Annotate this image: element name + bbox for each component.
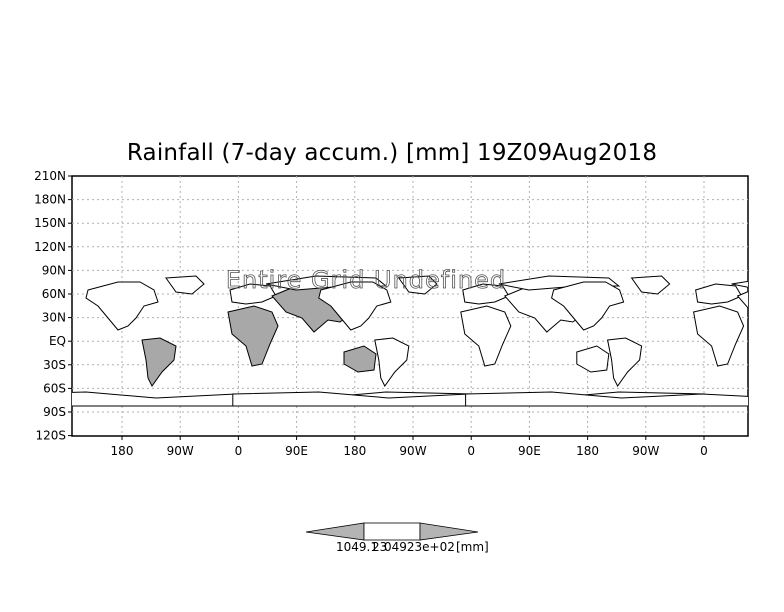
continent-europe <box>229 283 277 305</box>
y-tick-label: 120S <box>35 429 66 443</box>
y-tick-label: 60N <box>42 287 66 301</box>
continent-australia <box>576 345 610 373</box>
continent-africa <box>693 305 745 367</box>
x-tick-label: 0 <box>235 444 243 458</box>
y-tick-label: 90S <box>43 405 66 419</box>
continent-antarctica <box>465 391 748 407</box>
x-tick-label: 90E <box>285 444 308 458</box>
continent-africa <box>460 305 512 367</box>
continent-south-america <box>141 337 177 387</box>
continent-north-america <box>318 281 392 331</box>
continent-siberia <box>731 280 748 288</box>
colorbar-right-triangle <box>419 522 479 541</box>
y-tick-label: 210N <box>34 169 66 183</box>
y-tick-label: 30N <box>42 311 66 325</box>
x-tick-label: 0 <box>700 444 708 458</box>
x-tick-label: 180 <box>343 444 366 458</box>
x-tick-label: 0 <box>467 444 475 458</box>
map-title: Rainfall (7-day accum.) [mm] 19Z09Aug201… <box>126 140 658 166</box>
continent-europe <box>695 283 743 305</box>
y-tick-label: 60S <box>43 381 66 395</box>
y-tick-label: 150N <box>34 216 66 230</box>
continent-europe <box>462 283 510 305</box>
y-tick-label: 180N <box>34 193 66 207</box>
x-tick-label: 180 <box>576 444 599 458</box>
colorbar-label-c: 04923e+02 <box>384 540 455 554</box>
continent-greenland <box>630 275 671 295</box>
continent-greenland <box>165 275 205 295</box>
continent-asia <box>736 291 748 309</box>
y-tick-label: 90N <box>42 263 66 277</box>
undefined-grid-message: Entire Grid Undefined <box>226 266 506 294</box>
y-tick-label: EQ <box>49 334 66 348</box>
continent-north-america <box>85 281 159 331</box>
colorbar-unit: [mm] <box>456 540 489 554</box>
x-tick-label: 90W <box>632 444 659 458</box>
x-tick-label: 90W <box>167 444 194 458</box>
continents-layer <box>72 275 748 407</box>
continent-greenland <box>397 275 438 295</box>
continent-africa <box>227 305 279 367</box>
colorbar-label-a: 1049.1 <box>336 540 378 554</box>
x-tick-label: 180 <box>111 444 134 458</box>
continent-south-america <box>374 337 410 387</box>
x-tick-label: 90W <box>399 444 426 458</box>
colorbar <box>305 522 479 541</box>
y-tick-label: 120N <box>34 240 66 254</box>
continent-south-america <box>607 337 643 387</box>
continent-north-america <box>551 281 625 331</box>
continent-australia <box>343 345 377 373</box>
colorbar-label-b: 23 <box>372 540 388 554</box>
x-tick-label: 90E <box>518 444 541 458</box>
continent-siberia <box>498 275 621 291</box>
colorbar-left-triangle <box>305 522 365 541</box>
y-tick-label: 30S <box>43 358 66 372</box>
x-axis-ticks: 180 90W 0 90E 180 90W 0 90E 180 90W 0 <box>111 436 708 458</box>
continent-siberia <box>265 275 388 291</box>
y-axis-ticks: 210N 180N 150N 120N 90N 60N 30N EQ 30S 60S 90S 120S <box>34 169 72 443</box>
colorbar-middle-box <box>363 522 421 541</box>
